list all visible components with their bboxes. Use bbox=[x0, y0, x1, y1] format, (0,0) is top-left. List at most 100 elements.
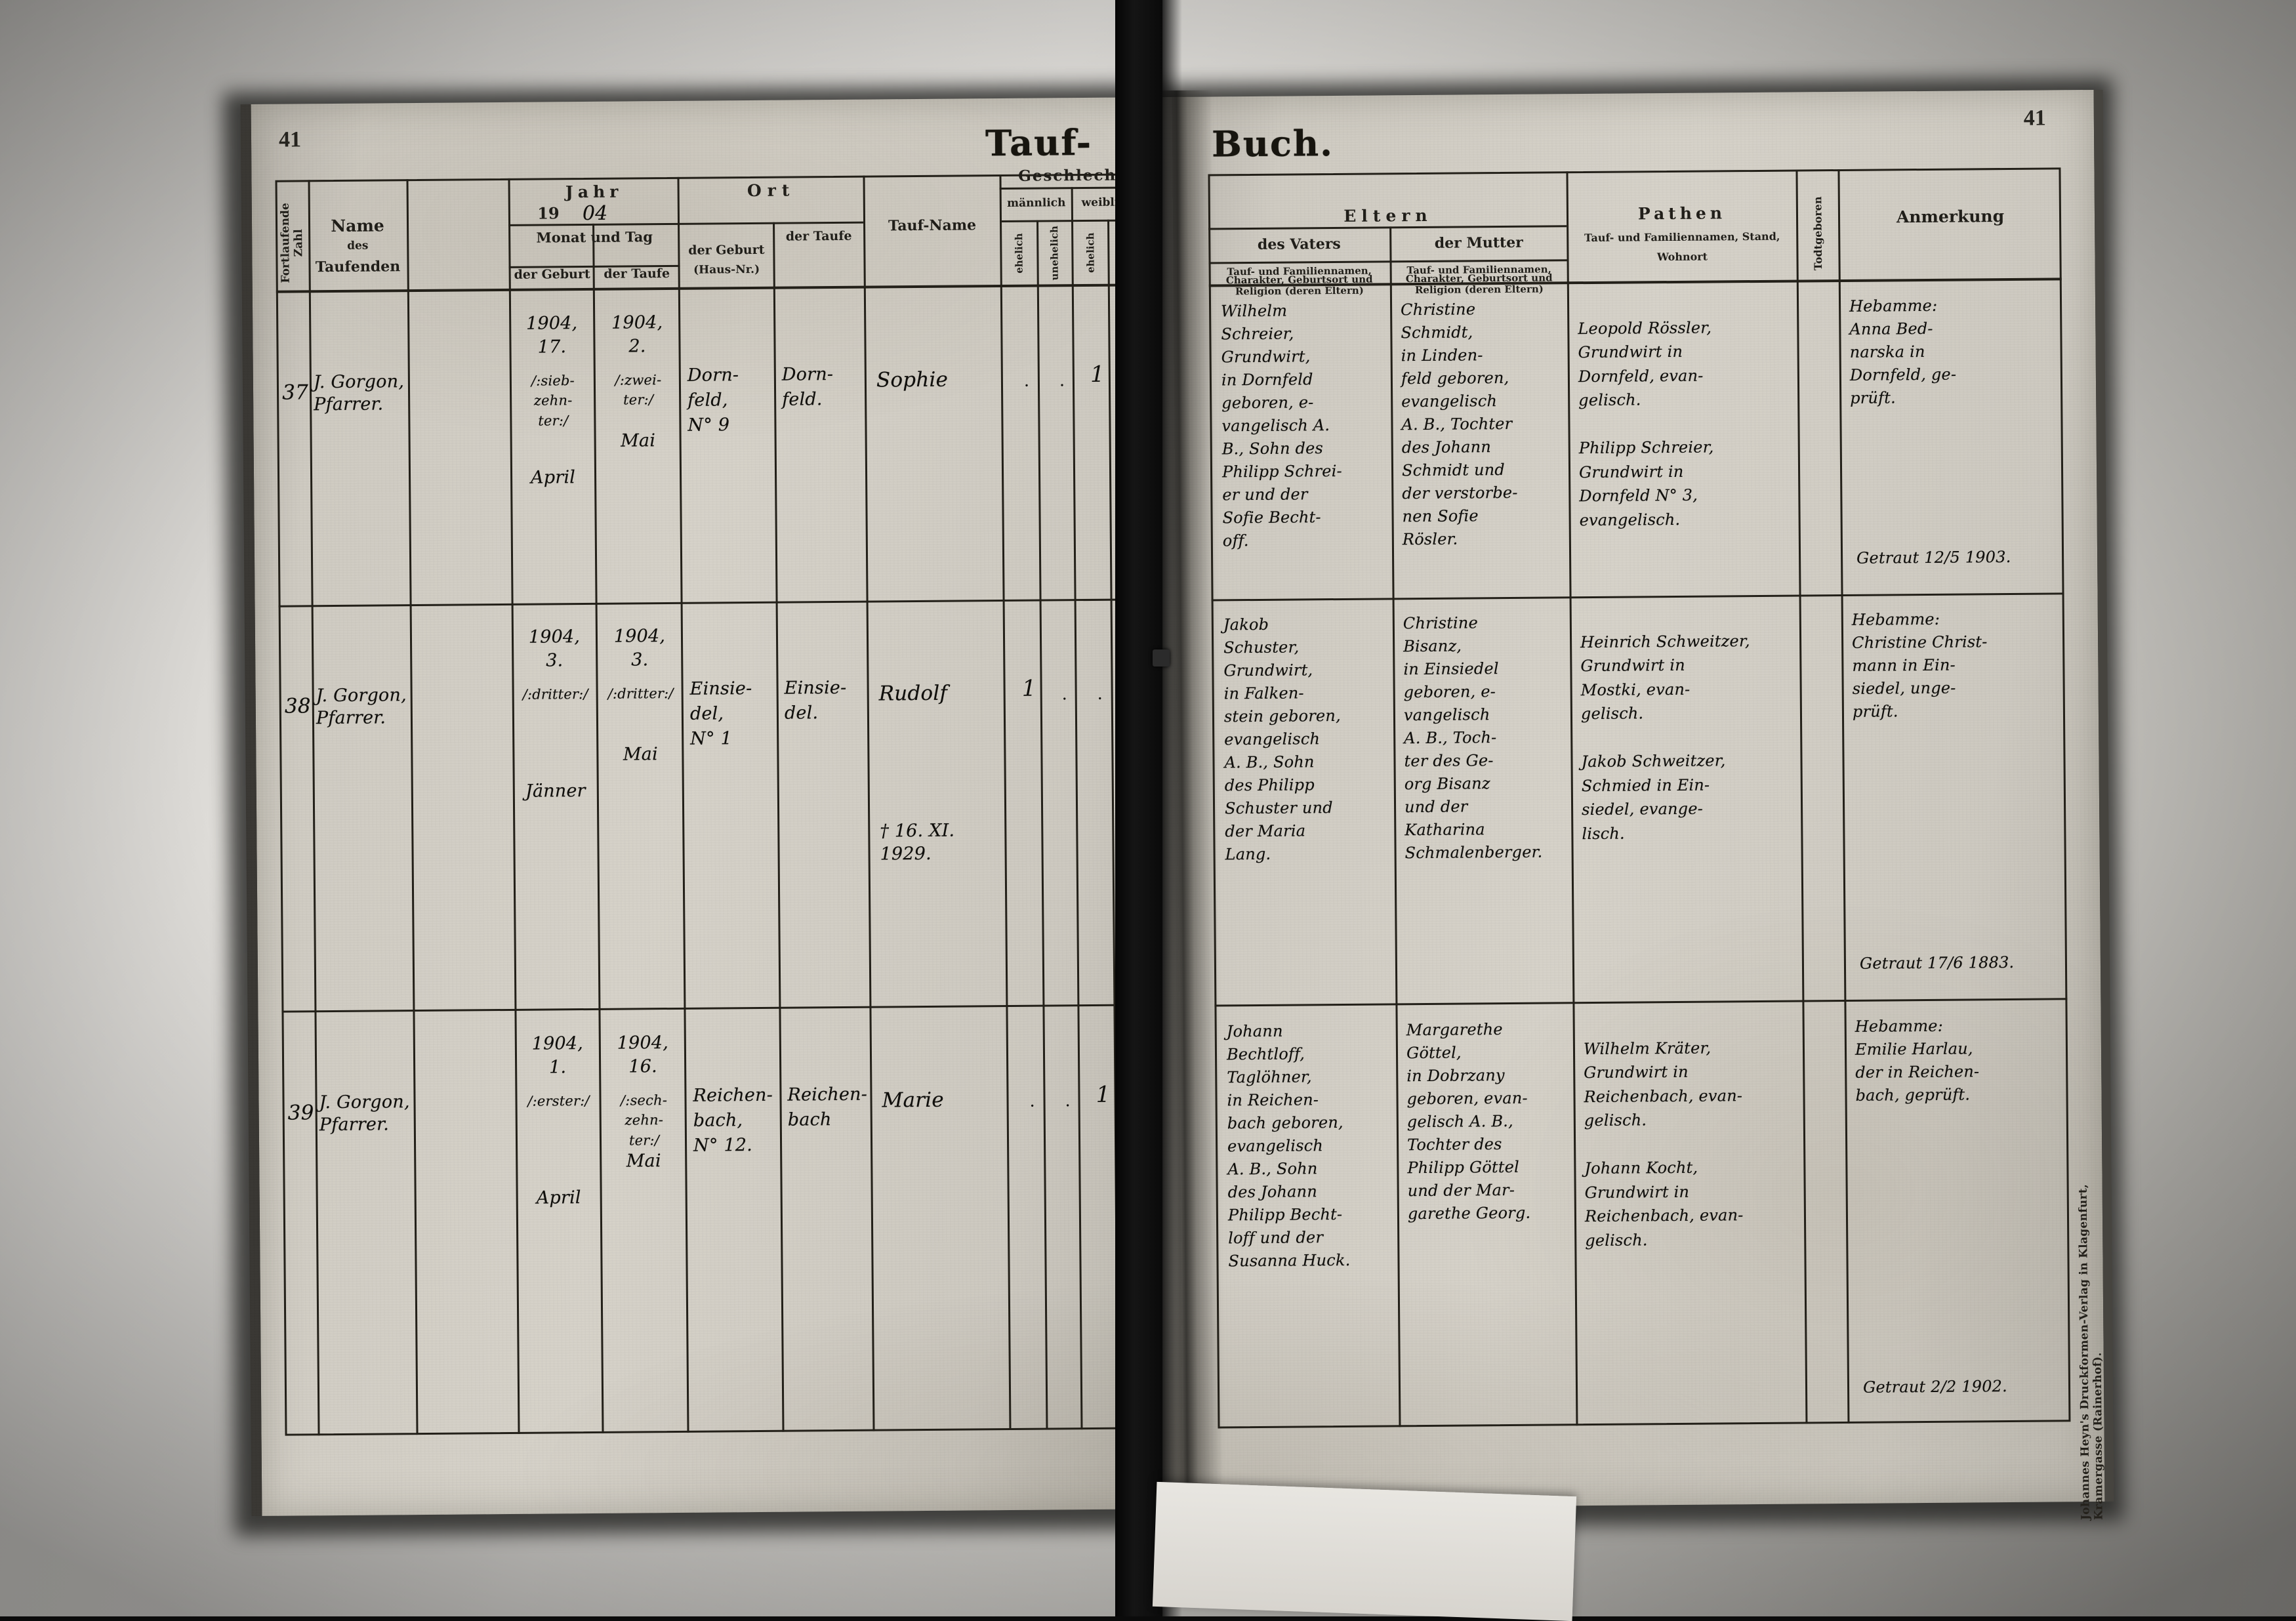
hand-line: gelisch. bbox=[1585, 1227, 1801, 1252]
row-baptism-date-top: 1904,2. bbox=[596, 311, 678, 359]
hand-line: J. Gorgon, bbox=[314, 371, 412, 394]
header-ort-geburt: der Geburt bbox=[680, 241, 773, 260]
hand-line: Hebamme: bbox=[1855, 1014, 2052, 1038]
row-baptism-place: Reichen-bach bbox=[787, 1082, 871, 1133]
hand-line: Pfarrer. bbox=[314, 393, 412, 416]
title-left: Tauf- bbox=[985, 121, 1092, 164]
hand-line: Schmidt, bbox=[1401, 320, 1562, 344]
header-eltern: Eltern bbox=[1210, 204, 1567, 228]
row-death-note: † 16. XI. 1929. bbox=[880, 819, 1012, 866]
hand-line: evangelisch bbox=[1401, 389, 1563, 413]
row-remark-getraut: Getraut 17/6 1883. bbox=[1860, 952, 2063, 974]
hand-line: Pfarrer. bbox=[316, 707, 415, 729]
header-name: Name bbox=[310, 215, 405, 237]
hand-line: Philipp Becht- bbox=[1228, 1203, 1392, 1227]
hand-line: des Johann bbox=[1228, 1180, 1392, 1204]
hand-line: /:sech- bbox=[604, 1090, 684, 1111]
hand-line: 1904, bbox=[514, 625, 595, 649]
row-baptism-date-top: 1904,16. bbox=[602, 1031, 684, 1080]
scan-spine-falloff bbox=[1162, 0, 1182, 1616]
hand-line: evangelisch bbox=[1224, 728, 1388, 752]
row-birth-date-words: /:dritter:/ bbox=[516, 684, 596, 705]
header-pathen: Pathen bbox=[1569, 203, 1795, 226]
scan-spine-shadow bbox=[1115, 0, 1162, 1616]
hand-line bbox=[1584, 1131, 1801, 1157]
hand-line: geboren, e- bbox=[1221, 391, 1385, 415]
header-ehelich-m: ehelich bbox=[1001, 223, 1037, 283]
hdr-line: Religion (deren Eltern) bbox=[1415, 284, 1544, 296]
row-birth-month: Jänner bbox=[515, 779, 596, 803]
hand-line: /:zwei- bbox=[598, 370, 678, 390]
hand-line: Dornfeld N° 3, bbox=[1579, 483, 1795, 508]
hand-line: Hebamme: bbox=[1849, 294, 2046, 318]
hand-line: geboren, e- bbox=[1404, 680, 1565, 704]
hand-line: zehn- bbox=[513, 390, 593, 411]
sex-mark-2: 1 bbox=[1094, 1082, 1111, 1108]
hand-line: garethe Georg. bbox=[1408, 1202, 1569, 1226]
hand-line: J. Gorgon, bbox=[316, 684, 415, 707]
hand-line: J. Gorgon, bbox=[319, 1091, 417, 1114]
hand-line: Mostki, evan- bbox=[1581, 676, 1797, 702]
row-baptism-month: Mai bbox=[603, 1149, 684, 1173]
hand-line: gelisch. bbox=[1578, 387, 1795, 413]
hand-line: bach bbox=[788, 1107, 871, 1132]
row-remark-getraut: Getraut 2/2 1902. bbox=[1863, 1376, 2066, 1398]
row-tauf-name: Sophie bbox=[876, 366, 998, 394]
hand-line: Anna Bed- bbox=[1849, 317, 2046, 341]
hand-line: bach, geprüft. bbox=[1855, 1083, 2052, 1107]
hand-line: /:dritter:/ bbox=[601, 684, 681, 704]
hand-line: in Falken- bbox=[1224, 682, 1388, 706]
row-officiant: J. Gorgon,Pfarrer. bbox=[319, 1091, 418, 1136]
hand-line: geboren, evan- bbox=[1406, 1086, 1568, 1111]
sex-dot-0: . bbox=[1018, 371, 1035, 391]
row-seq: 38 bbox=[282, 693, 314, 720]
title-right: Buch. bbox=[1212, 122, 1334, 165]
row-birth-place: Einsie-del,N° 1 bbox=[689, 676, 775, 751]
hand-line: loff und der bbox=[1228, 1226, 1392, 1250]
page-flap bbox=[1153, 1482, 1576, 1621]
hand-line: Reichen- bbox=[787, 1082, 870, 1108]
hand-line: Grundwirt in bbox=[1584, 1059, 1800, 1085]
sex-mark-0: 1 bbox=[1020, 676, 1037, 702]
hand-line: Einsie- bbox=[689, 676, 775, 702]
hand-line: in Reichen- bbox=[1227, 1088, 1391, 1112]
hand-line: Reichenbach, evan- bbox=[1584, 1083, 1800, 1109]
hand-line: Emilie Harlau, bbox=[1855, 1037, 2052, 1061]
header-todtgeboren: Todtgeboren bbox=[1799, 190, 1837, 277]
hand-line: Philipp Schreier, bbox=[1579, 435, 1795, 461]
hand-line: Dorn- bbox=[687, 363, 773, 388]
hand-line: Christine bbox=[1403, 611, 1565, 635]
folio-left: 41 bbox=[279, 127, 301, 152]
hand-line: off. bbox=[1223, 529, 1387, 553]
hand-line: 1904, bbox=[511, 312, 592, 336]
hand-line: zehn- bbox=[604, 1110, 684, 1130]
hand-line: des Philipp bbox=[1225, 773, 1389, 798]
hand-line: Margarethe bbox=[1406, 1017, 1568, 1042]
hand-line: 16. bbox=[602, 1055, 684, 1079]
hand-line: 3. bbox=[514, 649, 595, 673]
hand-line: Rösler. bbox=[1403, 527, 1564, 552]
row-baptism-date-words: /:zwei-ter:/ bbox=[598, 370, 678, 411]
header-jahr-hand: 04 bbox=[583, 201, 608, 226]
hand-line: Grundwirt in bbox=[1578, 339, 1794, 365]
hand-line: und der bbox=[1404, 795, 1566, 819]
hand-line: siedel, evange- bbox=[1582, 796, 1798, 822]
hand-line: Jakob Schweitzer, bbox=[1581, 749, 1797, 774]
hand-line: ter des Ge- bbox=[1404, 749, 1565, 773]
header-name-sub1: des bbox=[310, 238, 405, 255]
header-mt-geburt: der Geburt bbox=[511, 263, 594, 287]
hand-line: narska in bbox=[1850, 340, 2047, 364]
hand-line: bach, bbox=[693, 1108, 779, 1134]
hand-line: N° 12. bbox=[693, 1132, 779, 1158]
header-der-mutter: der Mutter bbox=[1391, 232, 1566, 254]
row-birth-place: Dorn-feld,N° 9 bbox=[687, 363, 773, 438]
hand-line: Einsie- bbox=[784, 676, 867, 701]
hand-line: evangelisch bbox=[1227, 1134, 1391, 1159]
header-pathen-d2: Wohnort bbox=[1569, 249, 1795, 266]
